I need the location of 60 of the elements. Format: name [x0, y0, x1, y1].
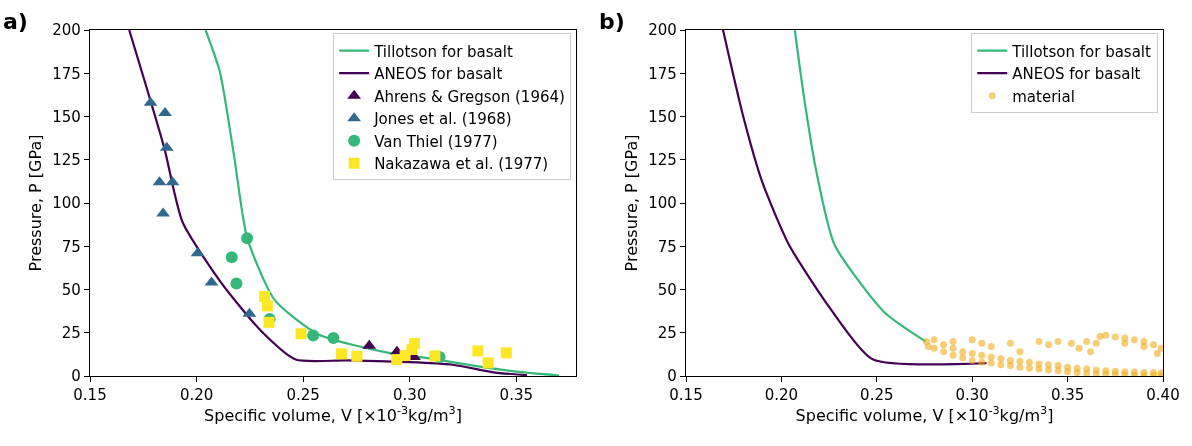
x-tick-label: 0.20 — [179, 386, 214, 405]
legend-label: Tillotson for basalt — [1011, 42, 1152, 61]
point — [230, 277, 243, 290]
point — [472, 345, 484, 357]
y-tick-label: 175 — [52, 64, 81, 83]
y-tick-label: 200 — [52, 21, 81, 40]
y-tick-label: 25 — [657, 324, 677, 342]
legend-label: material — [1012, 87, 1075, 106]
x-tick-label: 0.30 — [955, 386, 989, 405]
y-axis-title: Pressure, P [GPa] — [622, 134, 642, 272]
y-tick-label: 125 — [52, 151, 81, 169]
y-tick-label: 0 — [71, 367, 81, 386]
legend-label: Nakazawa et al. (1977) — [374, 155, 549, 174]
legend-label: ANEOS for basalt — [1012, 65, 1141, 84]
chart-title: a) — [2, 8, 28, 34]
y-tick-label: 200 — [648, 21, 677, 40]
point — [408, 337, 420, 349]
legend-label: ANEOS for basalt — [374, 65, 503, 84]
point — [482, 357, 494, 369]
point — [327, 332, 340, 345]
y-tick-label: 50 — [657, 280, 677, 299]
point — [429, 350, 441, 362]
y-tick-label: 150 — [52, 107, 81, 126]
x-tick-label: 0.35 — [499, 386, 534, 405]
x-tick-label: 0.20 — [764, 386, 799, 405]
y-tick-label: 125 — [648, 151, 677, 169]
point — [307, 329, 320, 342]
y-tick-label: 75 — [657, 237, 677, 256]
x-tick-label: 0.15 — [669, 386, 703, 405]
legend-label: Ahrens & Gregson (1964) — [374, 87, 565, 106]
point — [336, 348, 348, 360]
point — [295, 328, 307, 340]
y-tick-label: 100 — [52, 194, 81, 213]
point — [225, 251, 238, 264]
legend-label: Tillotson for basalt — [373, 42, 513, 61]
x-tick-label: 0.15 — [73, 386, 107, 405]
x-tick-label: 0.25 — [860, 386, 894, 405]
x-axis-title: Specific volume, V [×10$^{-3}$kg/m$^{3}$] — [204, 404, 462, 425]
x-tick-label: 0.40 — [1146, 386, 1180, 405]
y-tick-label: 25 — [61, 324, 81, 342]
y-tick-label: 50 — [61, 280, 81, 299]
x-tick-label: 0.35 — [1050, 386, 1085, 405]
chart-title: b) — [598, 8, 625, 34]
y-axis-title: Pressure, P [GPa] — [26, 134, 46, 272]
y-tick-label: 75 — [61, 237, 81, 256]
point — [500, 347, 512, 359]
y-tick-label: 150 — [648, 107, 677, 126]
y-tick-label: 100 — [648, 194, 677, 213]
legend-label: Jones et al. (1968) — [373, 110, 512, 129]
legend-label: Van Thiel (1977) — [374, 132, 498, 151]
point — [263, 316, 275, 328]
point — [351, 350, 363, 362]
point — [261, 300, 273, 312]
point — [241, 232, 254, 245]
point — [158, 107, 172, 117]
y-tick-label: 175 — [648, 64, 677, 83]
y-tick-label: 0 — [667, 367, 677, 386]
x-tick-label: 0.30 — [393, 386, 427, 405]
x-axis-title: Specific volume, V [×10$^{-3}$kg/m$^{3}$] — [795, 404, 1054, 425]
x-tick-label: 0.25 — [286, 386, 320, 405]
